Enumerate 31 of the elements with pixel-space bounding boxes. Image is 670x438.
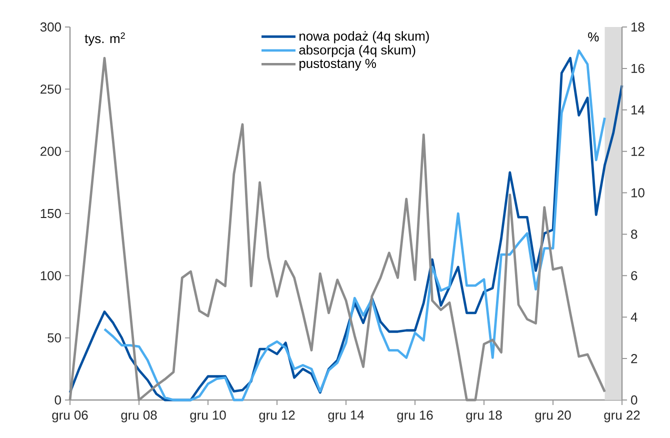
y2-tick-label: 18 [632, 22, 644, 32]
y-tick-label: 200 [40, 146, 61, 156]
x-tick-label: gru 06 [52, 410, 88, 422]
y-tick-label: 150 [40, 208, 61, 218]
legend-label: nowa podaż (4q skum) [300, 31, 429, 44]
y2-tick-label: 12 [632, 146, 644, 156]
x-tick-label: gru 14 [328, 410, 364, 422]
x-tick-label: gru 08 [121, 410, 157, 422]
y2-tick-label: 6 [631, 271, 638, 280]
legend-label: absorpcja (4q skum) [299, 45, 416, 58]
x-tick-label: gru 12 [259, 410, 295, 422]
y-tick-label: 300 [40, 22, 61, 32]
legend-label: pustostany % [300, 58, 376, 71]
x-tick-label: gru 16 [397, 410, 433, 422]
y2-axis-title: % [588, 32, 599, 42]
y2-tick-label: 8 [631, 230, 638, 239]
y2-tick-label: 14 [632, 105, 645, 114]
y-tick-label: 50 [48, 333, 61, 342]
y2-tick-label: 0 [631, 395, 638, 405]
y-tick-label: 0 [54, 395, 61, 405]
y2-tick-label: 4 [630, 312, 638, 322]
x-tick-label: gru 20 [535, 410, 571, 422]
y2-tick-label: 16 [632, 64, 644, 74]
x-tick-label: gru 10 [190, 410, 226, 422]
y2-tick-label: 10 [632, 188, 644, 198]
x-tick-label: gru 22 [604, 410, 640, 422]
y-axis-title: tys. m$^{2}$ [84, 32, 125, 46]
y2-tick-label: 2 [631, 354, 638, 364]
y-tick-label: 100 [40, 271, 61, 280]
y-tick-label: 250 [40, 84, 61, 94]
x-tick-label: gru 18 [466, 410, 502, 422]
